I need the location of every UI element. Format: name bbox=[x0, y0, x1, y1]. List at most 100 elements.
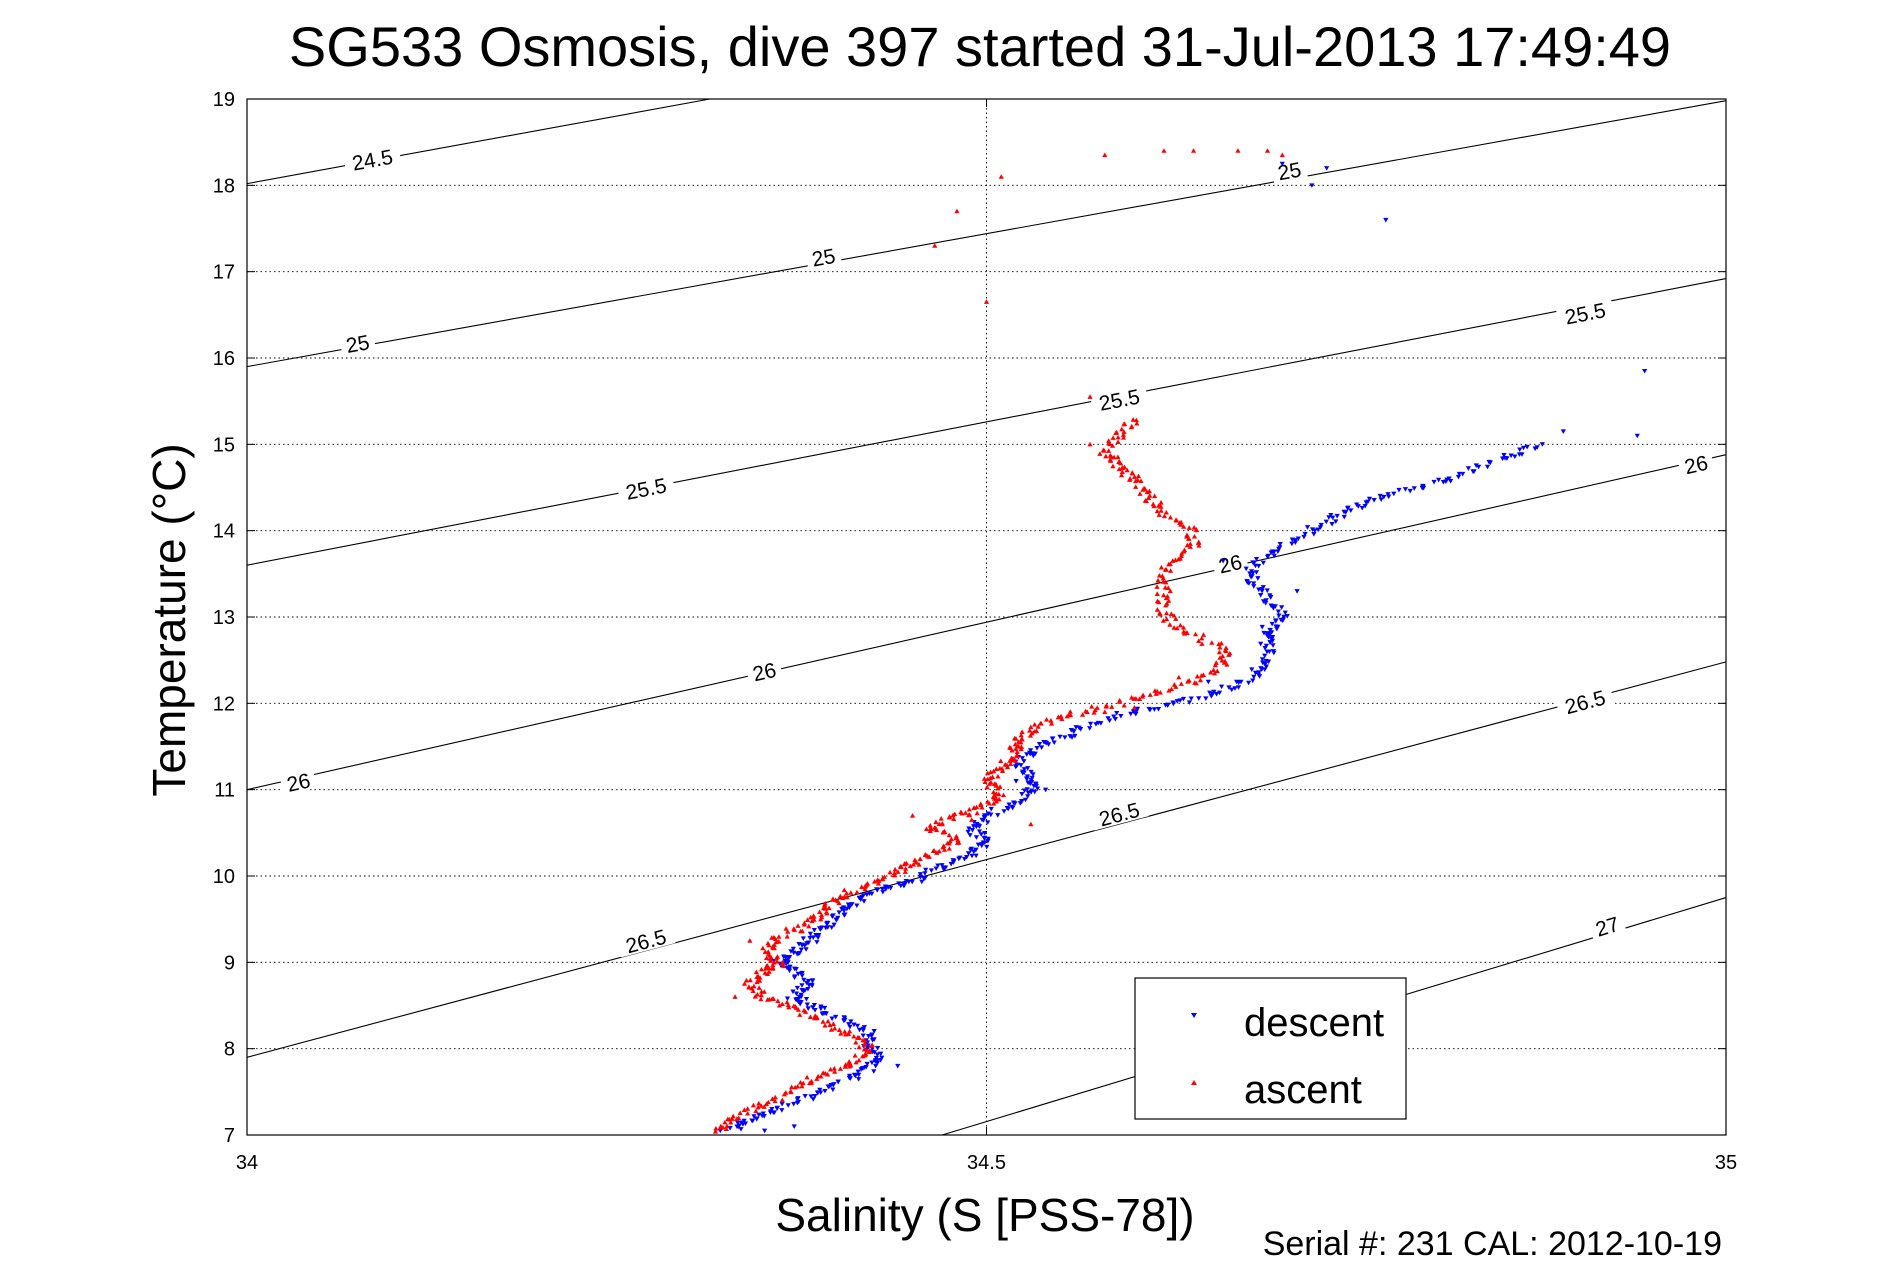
contour-label-background bbox=[744, 655, 783, 685]
ascent-point bbox=[861, 1046, 867, 1052]
ascent-point bbox=[1154, 508, 1160, 514]
ascent-point bbox=[1130, 417, 1136, 422]
descent-point bbox=[791, 1101, 797, 1107]
descent-point bbox=[1276, 546, 1282, 552]
descent-point bbox=[1253, 557, 1260, 562]
ascent-point bbox=[846, 1059, 852, 1064]
ascent-point bbox=[750, 988, 756, 993]
ascent-point bbox=[1196, 539, 1202, 545]
ascent-point bbox=[1162, 585, 1168, 590]
descent-point bbox=[1220, 558, 1226, 564]
descent-point bbox=[1270, 649, 1277, 654]
descent-point bbox=[812, 1008, 818, 1013]
ascent-point bbox=[1163, 595, 1169, 601]
ascent-point bbox=[732, 994, 738, 999]
ascent-point bbox=[1009, 747, 1015, 753]
ascent-point bbox=[774, 958, 780, 964]
ascent-point bbox=[855, 1035, 861, 1040]
descent-point bbox=[836, 910, 842, 916]
legend-label-descent: descent bbox=[1244, 1001, 1384, 1045]
ascent-point bbox=[859, 884, 865, 889]
ascent-point bbox=[825, 1018, 831, 1024]
descent-point bbox=[1284, 614, 1290, 619]
ascent-point bbox=[868, 1043, 875, 1048]
ascent-point bbox=[1196, 638, 1202, 643]
descent-point bbox=[1534, 445, 1540, 450]
descent-point bbox=[1186, 700, 1193, 705]
descent-point bbox=[790, 946, 796, 952]
descent-point bbox=[1051, 740, 1057, 746]
y-tick-label: 13 bbox=[213, 607, 235, 629]
ascent-point bbox=[770, 964, 776, 970]
ascent-point bbox=[1106, 438, 1112, 443]
descent-point bbox=[817, 1087, 823, 1093]
ascent-point bbox=[780, 959, 786, 965]
descent-point bbox=[762, 1128, 768, 1134]
descent-point bbox=[985, 838, 991, 844]
ascent-point bbox=[1152, 493, 1158, 499]
ascent-point bbox=[826, 905, 832, 911]
ascent-point bbox=[789, 1084, 795, 1090]
descent-point bbox=[1436, 477, 1442, 483]
ascent-point bbox=[737, 1110, 743, 1116]
contour-label: 26.5 bbox=[1097, 799, 1142, 832]
ascent-point bbox=[764, 971, 771, 977]
descent-point bbox=[1524, 444, 1530, 450]
ascent-point bbox=[1008, 745, 1014, 751]
descent-point bbox=[1365, 499, 1371, 505]
ascent-point bbox=[800, 1080, 806, 1086]
descent-point bbox=[1180, 696, 1187, 702]
contour-label: 26 bbox=[751, 659, 779, 687]
ascent-point bbox=[1209, 640, 1215, 645]
ascent-point bbox=[1191, 524, 1197, 530]
serial-cal-footer: Serial #: 231 CAL: 2012-10-19 bbox=[1263, 1225, 1722, 1262]
ascent-point bbox=[820, 1019, 826, 1024]
descent-point bbox=[982, 835, 988, 841]
ascent-point bbox=[862, 1040, 868, 1046]
ascent-point bbox=[1094, 705, 1100, 710]
ascent-point bbox=[854, 889, 860, 895]
chart-title: SG533 Osmosis, dive 397 started 31-Jul-2… bbox=[289, 15, 1671, 78]
descent-point bbox=[1446, 476, 1452, 482]
descent-point bbox=[717, 1128, 723, 1134]
descent-point bbox=[1279, 161, 1285, 167]
descent-point bbox=[1281, 614, 1287, 620]
ascent-point bbox=[836, 1027, 843, 1033]
descent-point bbox=[784, 965, 790, 971]
descent-point bbox=[1264, 631, 1271, 636]
ascent-point bbox=[1157, 503, 1164, 509]
ascent-point bbox=[1154, 591, 1160, 597]
ascent-point bbox=[1279, 152, 1285, 158]
descent-point bbox=[788, 949, 794, 954]
descent-point bbox=[964, 854, 970, 860]
descent-point bbox=[782, 958, 788, 964]
descent-point bbox=[869, 891, 875, 897]
ascent-point bbox=[909, 812, 916, 818]
descent-point bbox=[1207, 690, 1213, 696]
ascent-point bbox=[1184, 532, 1190, 538]
descent-point bbox=[1267, 627, 1273, 633]
ascent-point bbox=[944, 840, 951, 846]
ascent-point bbox=[1168, 568, 1174, 573]
descent-point bbox=[966, 826, 972, 832]
ascent-point bbox=[1128, 424, 1134, 430]
ascent-point bbox=[991, 781, 998, 786]
descent-point bbox=[973, 847, 979, 853]
ascent-point bbox=[1019, 729, 1025, 734]
ascent-point bbox=[1008, 761, 1014, 766]
ascent-point bbox=[1154, 598, 1161, 604]
contour-label: 26.5 bbox=[1563, 686, 1608, 719]
ascent-point bbox=[1166, 687, 1172, 693]
descent-point bbox=[1256, 587, 1262, 593]
ascent-point bbox=[722, 1119, 728, 1125]
descent-point bbox=[798, 992, 804, 998]
descent-point bbox=[1010, 805, 1016, 811]
descent-point bbox=[1302, 531, 1308, 537]
ascent-point bbox=[750, 1102, 757, 1108]
descent-point bbox=[874, 1058, 880, 1064]
ascent-point bbox=[1161, 148, 1167, 153]
ascent-point bbox=[791, 926, 797, 931]
ascent-point bbox=[784, 999, 790, 1005]
ascent-point bbox=[758, 996, 764, 1002]
ascent-point bbox=[1059, 716, 1065, 721]
